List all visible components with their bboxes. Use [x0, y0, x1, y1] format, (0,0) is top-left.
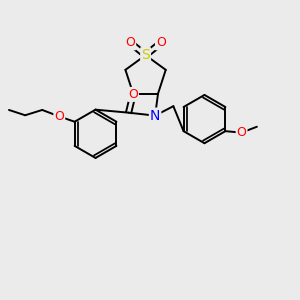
- Text: O: O: [237, 126, 247, 139]
- Text: S: S: [141, 48, 150, 62]
- Text: O: O: [125, 36, 135, 49]
- Text: O: O: [128, 88, 138, 101]
- Text: O: O: [156, 36, 166, 49]
- Text: N: N: [150, 109, 160, 123]
- Text: O: O: [54, 110, 64, 123]
